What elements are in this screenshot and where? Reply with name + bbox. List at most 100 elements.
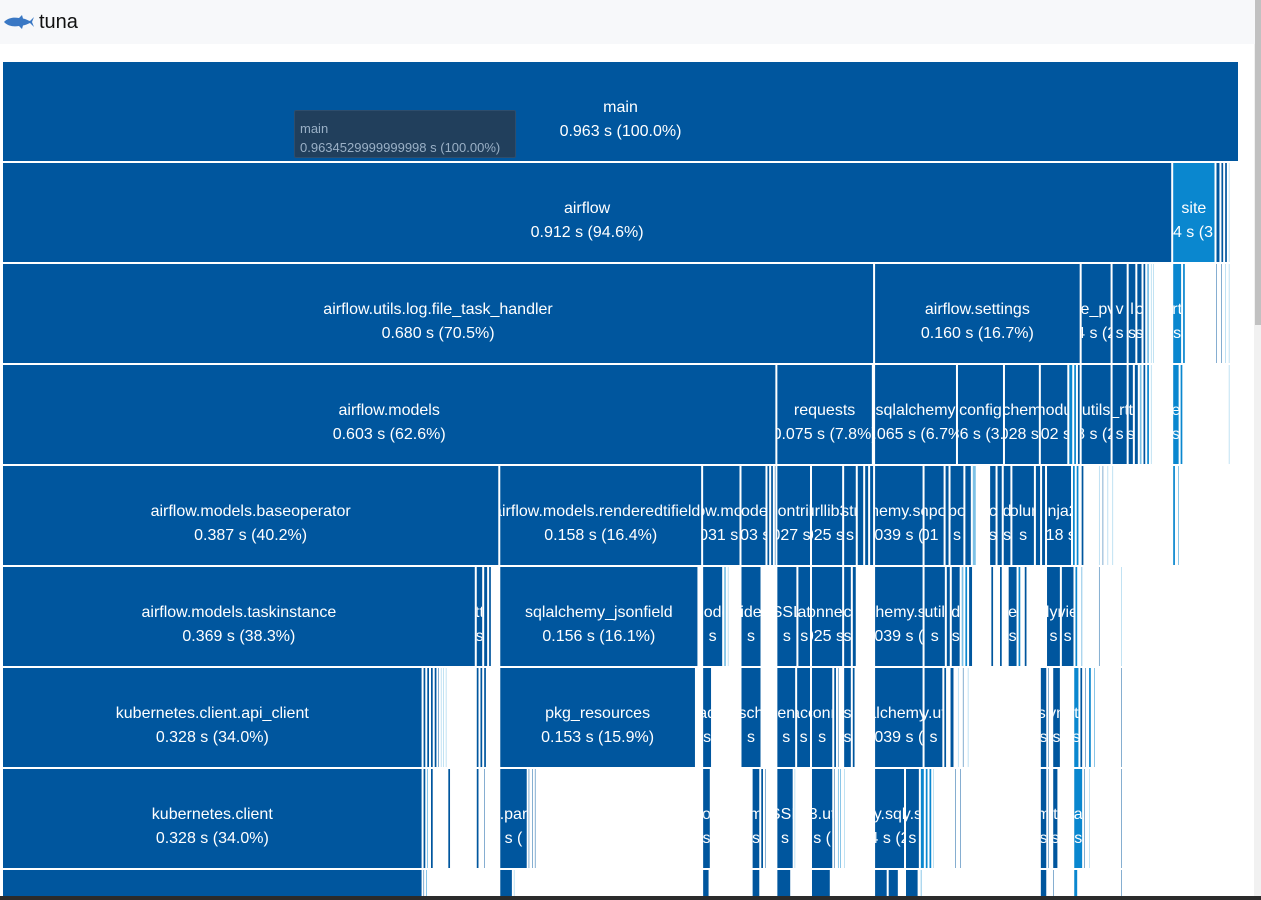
icicle-block-rect[interactable] — [776, 566, 798, 667]
icicle-block-rect[interactable] — [869, 465, 875, 566]
icicle-block-rect[interactable] — [483, 768, 486, 869]
icicle-block[interactable] — [1224, 162, 1228, 263]
icicle-block[interactable] — [1227, 263, 1231, 364]
icicle-block-rect[interactable] — [726, 566, 730, 667]
icicle-block-rect[interactable] — [968, 566, 974, 667]
icicle-block[interactable] — [1177, 465, 1180, 566]
icicle-block[interactable] — [531, 768, 534, 869]
icicle-block-rect[interactable] — [923, 667, 944, 768]
icicle-block-rect[interactable] — [797, 566, 811, 667]
icicle-block-rect[interactable] — [836, 768, 840, 869]
icicle-block[interactable] — [836, 768, 840, 869]
icicle-block[interactable]: urllib3 0.025 s (2 — [792, 465, 863, 566]
icicle-block[interactable] — [1080, 465, 1085, 566]
icicle-block[interactable]: y.sql 4 s (2 — [870, 768, 910, 869]
icicle-block-rect[interactable] — [1227, 162, 1231, 263]
icicle-block-rect[interactable] — [475, 566, 484, 667]
icicle-block[interactable]: .par s ( — [499, 768, 528, 869]
icicle-block-rect[interactable] — [949, 667, 955, 768]
icicle-block-rect[interactable] — [475, 667, 480, 768]
icicle-block[interactable] — [1120, 566, 1123, 667]
icicle-block-rect[interactable] — [989, 465, 997, 566]
icicle-block[interactable] — [932, 768, 935, 869]
icicle-block[interactable]: po s — [948, 465, 966, 566]
icicle-block-rect[interactable] — [1002, 465, 1012, 566]
icicle-block-rect[interactable] — [1172, 263, 1183, 364]
icicle-block[interactable] — [1215, 162, 1221, 263]
icicle-block-rect[interactable] — [950, 566, 961, 667]
icicle-block-rect[interactable] — [864, 465, 870, 566]
icicle-block-rect[interactable] — [2, 263, 875, 364]
icicle-block-rect[interactable] — [2, 869, 423, 900]
icicle-block[interactable]: tt s — [475, 566, 484, 667]
icicle-block-rect[interactable] — [1052, 768, 1059, 869]
icicle-block-rect[interactable] — [723, 566, 727, 667]
icicle-block-rect[interactable] — [990, 566, 995, 667]
icicle-block-rect[interactable] — [1079, 667, 1084, 768]
icicle-block-rect[interactable] — [874, 263, 1081, 364]
icicle-block[interactable]: main 0.963 s (100.0%) — [2, 61, 1239, 162]
icicle-block-rect[interactable] — [1003, 364, 1040, 465]
icicle-block[interactable] — [1111, 465, 1115, 566]
icicle-block-rect[interactable] — [773, 465, 777, 566]
icicle-block[interactable]: cs — [843, 566, 852, 667]
icicle-block[interactable] — [475, 768, 480, 869]
icicle-block-rect[interactable] — [1093, 667, 1096, 768]
icicle-block[interactable] — [1084, 667, 1087, 768]
icicle-block[interactable]: cs — [1135, 263, 1143, 364]
icicle-block[interactable] — [475, 667, 480, 768]
icicle-block-rect[interactable] — [964, 465, 972, 566]
icicle-block[interactable] — [1138, 364, 1143, 465]
icicle-block-rect[interactable] — [1011, 465, 1035, 566]
icicle-block-rect[interactable] — [1101, 465, 1105, 566]
icicle-block-rect[interactable] — [999, 566, 1003, 667]
icicle-block-rect[interactable] — [776, 667, 797, 768]
icicle-block[interactable] — [1220, 162, 1225, 263]
icicle-block[interactable] — [1097, 566, 1101, 667]
icicle-block[interactable] — [966, 667, 970, 768]
icicle-block-rect[interactable] — [422, 768, 427, 869]
icicle-block[interactable]: vie s — [1057, 566, 1078, 667]
icicle-block[interactable] — [869, 465, 875, 566]
icicle-block-rect[interactable] — [836, 667, 840, 768]
icicle-block-rect[interactable] — [810, 768, 834, 869]
icicle-block[interactable]: SSL s — [772, 566, 802, 667]
icicle-block-rect[interactable] — [843, 566, 852, 667]
icicle-block[interactable]: SSL s — [770, 768, 800, 869]
icicle-block-rect[interactable] — [2, 667, 423, 768]
icicle-block[interactable] — [1073, 869, 1079, 900]
icicle-block[interactable]: sqlalchemy 0.065 s (6.7%) — [863, 364, 967, 465]
icicle-block[interactable]: colum s — [1002, 465, 1045, 566]
icicle-block[interactable]: ts — [1051, 768, 1059, 869]
icicle-block-rect[interactable] — [1182, 263, 1186, 364]
icicle-block[interactable] — [964, 566, 969, 667]
icicle-block-rect[interactable] — [1017, 566, 1022, 667]
icicle-block-rect[interactable] — [1227, 364, 1231, 465]
icicle-block[interactable] — [1034, 465, 1042, 566]
icicle-block-rect[interactable] — [1146, 364, 1150, 465]
icicle-block[interactable]: airflow.utils.log.file_task_handler 0.680… — [2, 263, 875, 364]
icicle-block[interactable]: config 0.036 s (3.8%) — [928, 364, 1032, 465]
icicle-block[interactable]: 3.ut s ( — [809, 768, 836, 869]
icicle-block-rect[interactable] — [751, 768, 761, 869]
icicle-block-rect[interactable] — [843, 465, 857, 566]
icicle-block[interactable] — [1097, 465, 1101, 566]
icicle-block-rect[interactable] — [1152, 263, 1155, 364]
icicle-block[interactable] — [961, 667, 965, 768]
icicle-block[interactable] — [1182, 263, 1186, 364]
icicle-block[interactable]: airflow.models.renderedtifields 0.158 s (… — [493, 465, 708, 566]
icicle-block[interactable] — [856, 465, 865, 566]
icicle-block[interactable]: sqlalchemy.util 0.039 s (4. — [847, 667, 951, 768]
icicle-block[interactable]: ds — [1002, 465, 1012, 566]
icicle-block-rect[interactable] — [874, 364, 957, 465]
icicle-block[interactable] — [1142, 364, 1147, 465]
icicle-block[interactable]: utils 8 s (2 — [1076, 364, 1116, 465]
icicle-block[interactable] — [833, 667, 837, 768]
icicle-block-rect[interactable] — [531, 768, 534, 869]
icicle-block-rect[interactable] — [905, 768, 920, 869]
icicle-block[interactable]: airflow.settings 0.160 s (16.7%) — [874, 263, 1081, 364]
icicle-block[interactable]: es — [1171, 364, 1180, 465]
icicle-block-rect[interactable] — [1120, 566, 1123, 667]
icicle-block[interactable]: sqlalchemy.schema 0.039 s (4. — [829, 465, 968, 566]
icicle-block[interactable] — [422, 768, 427, 869]
